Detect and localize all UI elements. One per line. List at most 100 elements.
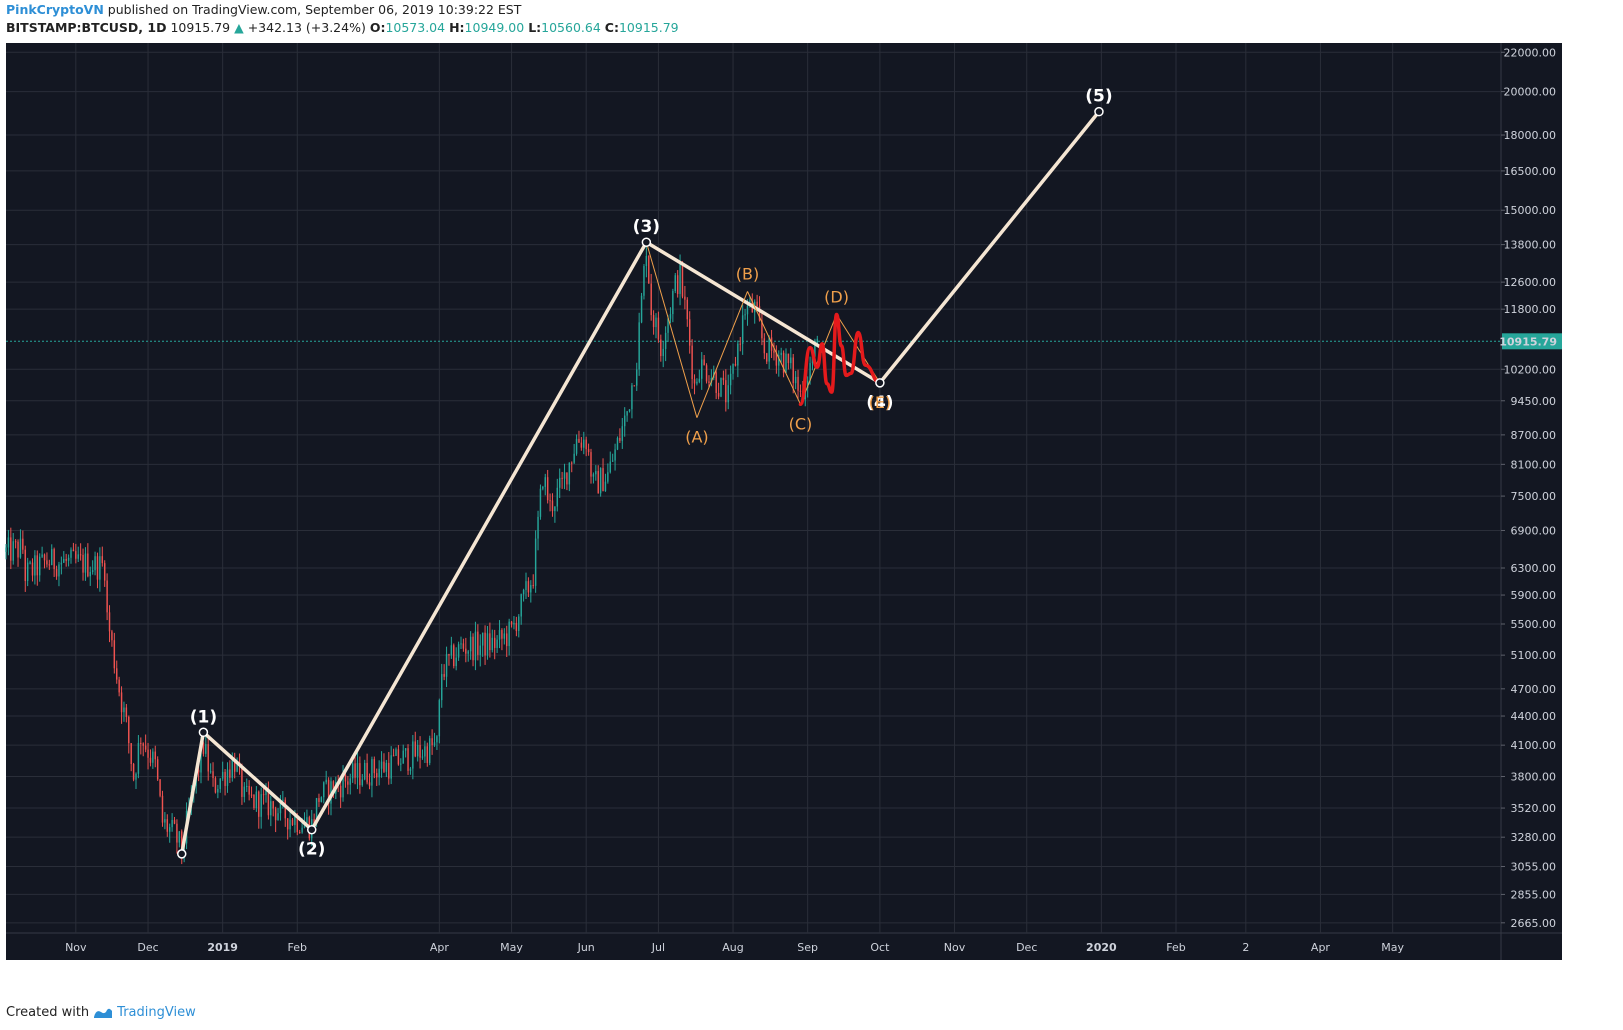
price-chart[interactable]: (1)(2)(3)(4)(5)(A)(B)(C)(D)(E) 22000.002… [0,0,1623,1000]
candle-body [431,738,433,746]
corrective-wave-line [747,291,801,405]
author-name[interactable]: PinkCryptoVN [6,2,104,17]
x-tick-label: Apr [430,941,450,954]
candle-body [585,439,587,450]
candle-body [727,385,729,403]
candle-body [243,786,246,797]
open-label: O: [369,20,386,35]
candle-body [397,749,400,765]
y-tick-label: 9450.00 [1511,395,1557,408]
candle-body [530,585,532,593]
candle-body [200,742,202,773]
candle-body [320,797,323,802]
candle-body [156,759,159,780]
candle-body [65,558,67,561]
candle-body [55,569,58,577]
candle-body [561,477,563,479]
candle-body [525,581,527,590]
candle-body [135,773,137,780]
x-tick-label: Jul [651,941,665,954]
candle-body [130,743,132,765]
y-tick-label: 4700.00 [1511,683,1557,696]
candle-body [773,350,775,353]
candle-body [472,636,474,661]
y-tick-label: 3055.00 [1511,860,1557,873]
x-tick-label: May [1381,941,1404,954]
candle-body [510,621,513,625]
wave-annotations: (1) (2) (3) (4) (5) (A) (B) (C) (D) (E) [176,87,1113,860]
candle-body [89,571,91,577]
candle-body [701,359,703,379]
candle-body [518,616,520,631]
candle-body [22,538,24,550]
candle-body [537,516,539,539]
candle-body [197,769,200,773]
candle-body [720,377,722,397]
candle-body [103,563,106,581]
candle-body [611,460,614,462]
candle-body [441,674,443,701]
candle-body [270,801,272,816]
y-tick-label: 18000.00 [1504,129,1557,142]
candle-body [455,657,457,667]
candle-body [667,318,669,333]
wave-label: (5) [1085,87,1112,107]
candle-body [640,295,643,323]
candle-body [522,589,525,595]
candle-body [583,439,585,448]
candle-body [173,819,176,824]
candle-body [289,819,291,830]
candle-body [761,320,763,339]
candle-body [684,296,686,300]
candle-body [609,461,611,473]
candle-body [433,742,436,746]
candle-body [546,477,549,501]
candle-body [306,817,308,823]
candle-body [650,283,652,316]
candle-body [63,558,65,563]
corrective-label: (B) [736,264,759,283]
candle-body [99,556,101,580]
candle-body [219,778,221,789]
y-tick-label: 5500.00 [1511,618,1557,631]
candle-body [587,449,590,453]
candle-body [662,348,664,357]
candle-body [734,363,737,366]
candle-body [77,554,79,559]
candle-body [787,353,790,364]
candle-body [373,759,376,774]
plot-area[interactable] [6,43,1501,933]
tradingview-brand[interactable]: TradingView [117,1005,196,1020]
candle-body [744,314,746,316]
candle-body [481,632,484,646]
candle-body [669,314,672,319]
candle-body [51,549,53,566]
candle-body [205,744,207,754]
candle-body [616,437,619,450]
y-tick-label: 10200.00 [1504,363,1557,376]
candle-body [347,781,349,785]
candle-body [390,755,392,779]
time-axis[interactable] [6,933,1562,960]
candle-body [691,345,693,380]
candle-body [792,357,794,384]
symbol-label: BITSTAMP:BTCUSD, 1D [6,20,167,35]
candle-body [26,562,29,582]
candle-body [664,332,667,349]
candle-body [770,337,773,351]
last-price-label: 10915.79 [1499,335,1557,348]
price-axis[interactable] [1501,43,1562,933]
candle-body [681,263,684,297]
x-tick-label: May [500,941,523,954]
candle-body [123,707,125,713]
candle-body [544,477,546,487]
corrective-label: (D) [824,287,849,306]
candle-body [272,801,274,809]
candle-body [778,355,780,366]
candle-body [717,393,720,397]
close-value: 10915.79 [618,20,679,35]
tradingview-logo-icon [94,1008,113,1018]
candle-body [224,771,226,786]
candle-body [226,769,229,786]
candle-body [595,471,597,475]
